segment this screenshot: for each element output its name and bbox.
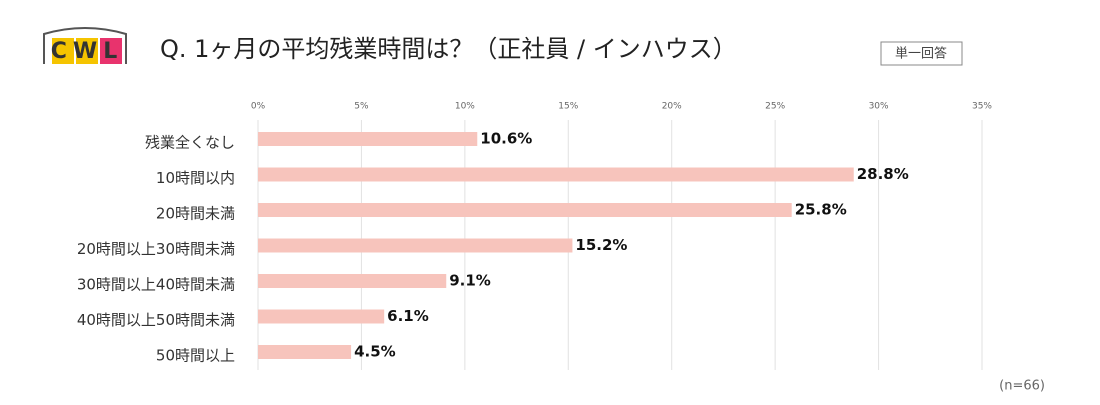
x-tick-label: 30%: [869, 102, 889, 112]
logo-text: CWL: [51, 39, 123, 64]
bar: [258, 132, 478, 146]
badge: 単一回答: [895, 46, 947, 62]
x-tick-label: 20%: [662, 102, 682, 112]
value-label: 10.6%: [480, 130, 532, 148]
x-tick-label: 5%: [354, 102, 369, 112]
bar: [258, 203, 792, 217]
value-label: 9.1%: [449, 272, 491, 290]
x-tick-label: 35%: [972, 102, 992, 112]
logo-frame: [43, 27, 127, 64]
bar: [258, 238, 573, 253]
logo-block: [76, 38, 98, 64]
logo: CWL: [43, 27, 127, 64]
value-label: 28.8%: [857, 165, 909, 183]
y-tick-label: 10時間以内: [156, 169, 235, 187]
value-label: 25.8%: [795, 201, 847, 219]
y-tick-label: 20時間未満: [156, 205, 235, 223]
y-tick-label: 20時間以上30時間未満: [77, 240, 235, 258]
x-tick-label: 10%: [455, 102, 475, 112]
note: (n=66): [999, 379, 1045, 394]
logo-block: [100, 38, 122, 64]
bar: [258, 167, 854, 182]
x-tick-label: 25%: [765, 102, 785, 112]
y-tick-label: 30時間以上40時間未満: [77, 276, 235, 294]
y-tick-label: 50時間以上: [156, 347, 235, 365]
y-tick-label: 残業全くなし: [145, 134, 235, 152]
x-tick-label: 15%: [558, 102, 578, 112]
chart-title: Q. 1ヶ月の平均残業時間は？（正社員 / インハウス）: [160, 35, 737, 63]
bar: [258, 274, 447, 288]
bar: [258, 345, 352, 359]
y-tick-label: 40時間以上50時間未満: [77, 311, 235, 329]
badge-box: [880, 41, 963, 66]
value-label: 4.5%: [354, 343, 396, 361]
value-label: 15.2%: [575, 236, 627, 254]
logo-block: [52, 38, 74, 64]
bar: [258, 309, 385, 324]
value-label: 6.1%: [387, 307, 429, 325]
x-tick-label: 0%: [251, 102, 266, 112]
